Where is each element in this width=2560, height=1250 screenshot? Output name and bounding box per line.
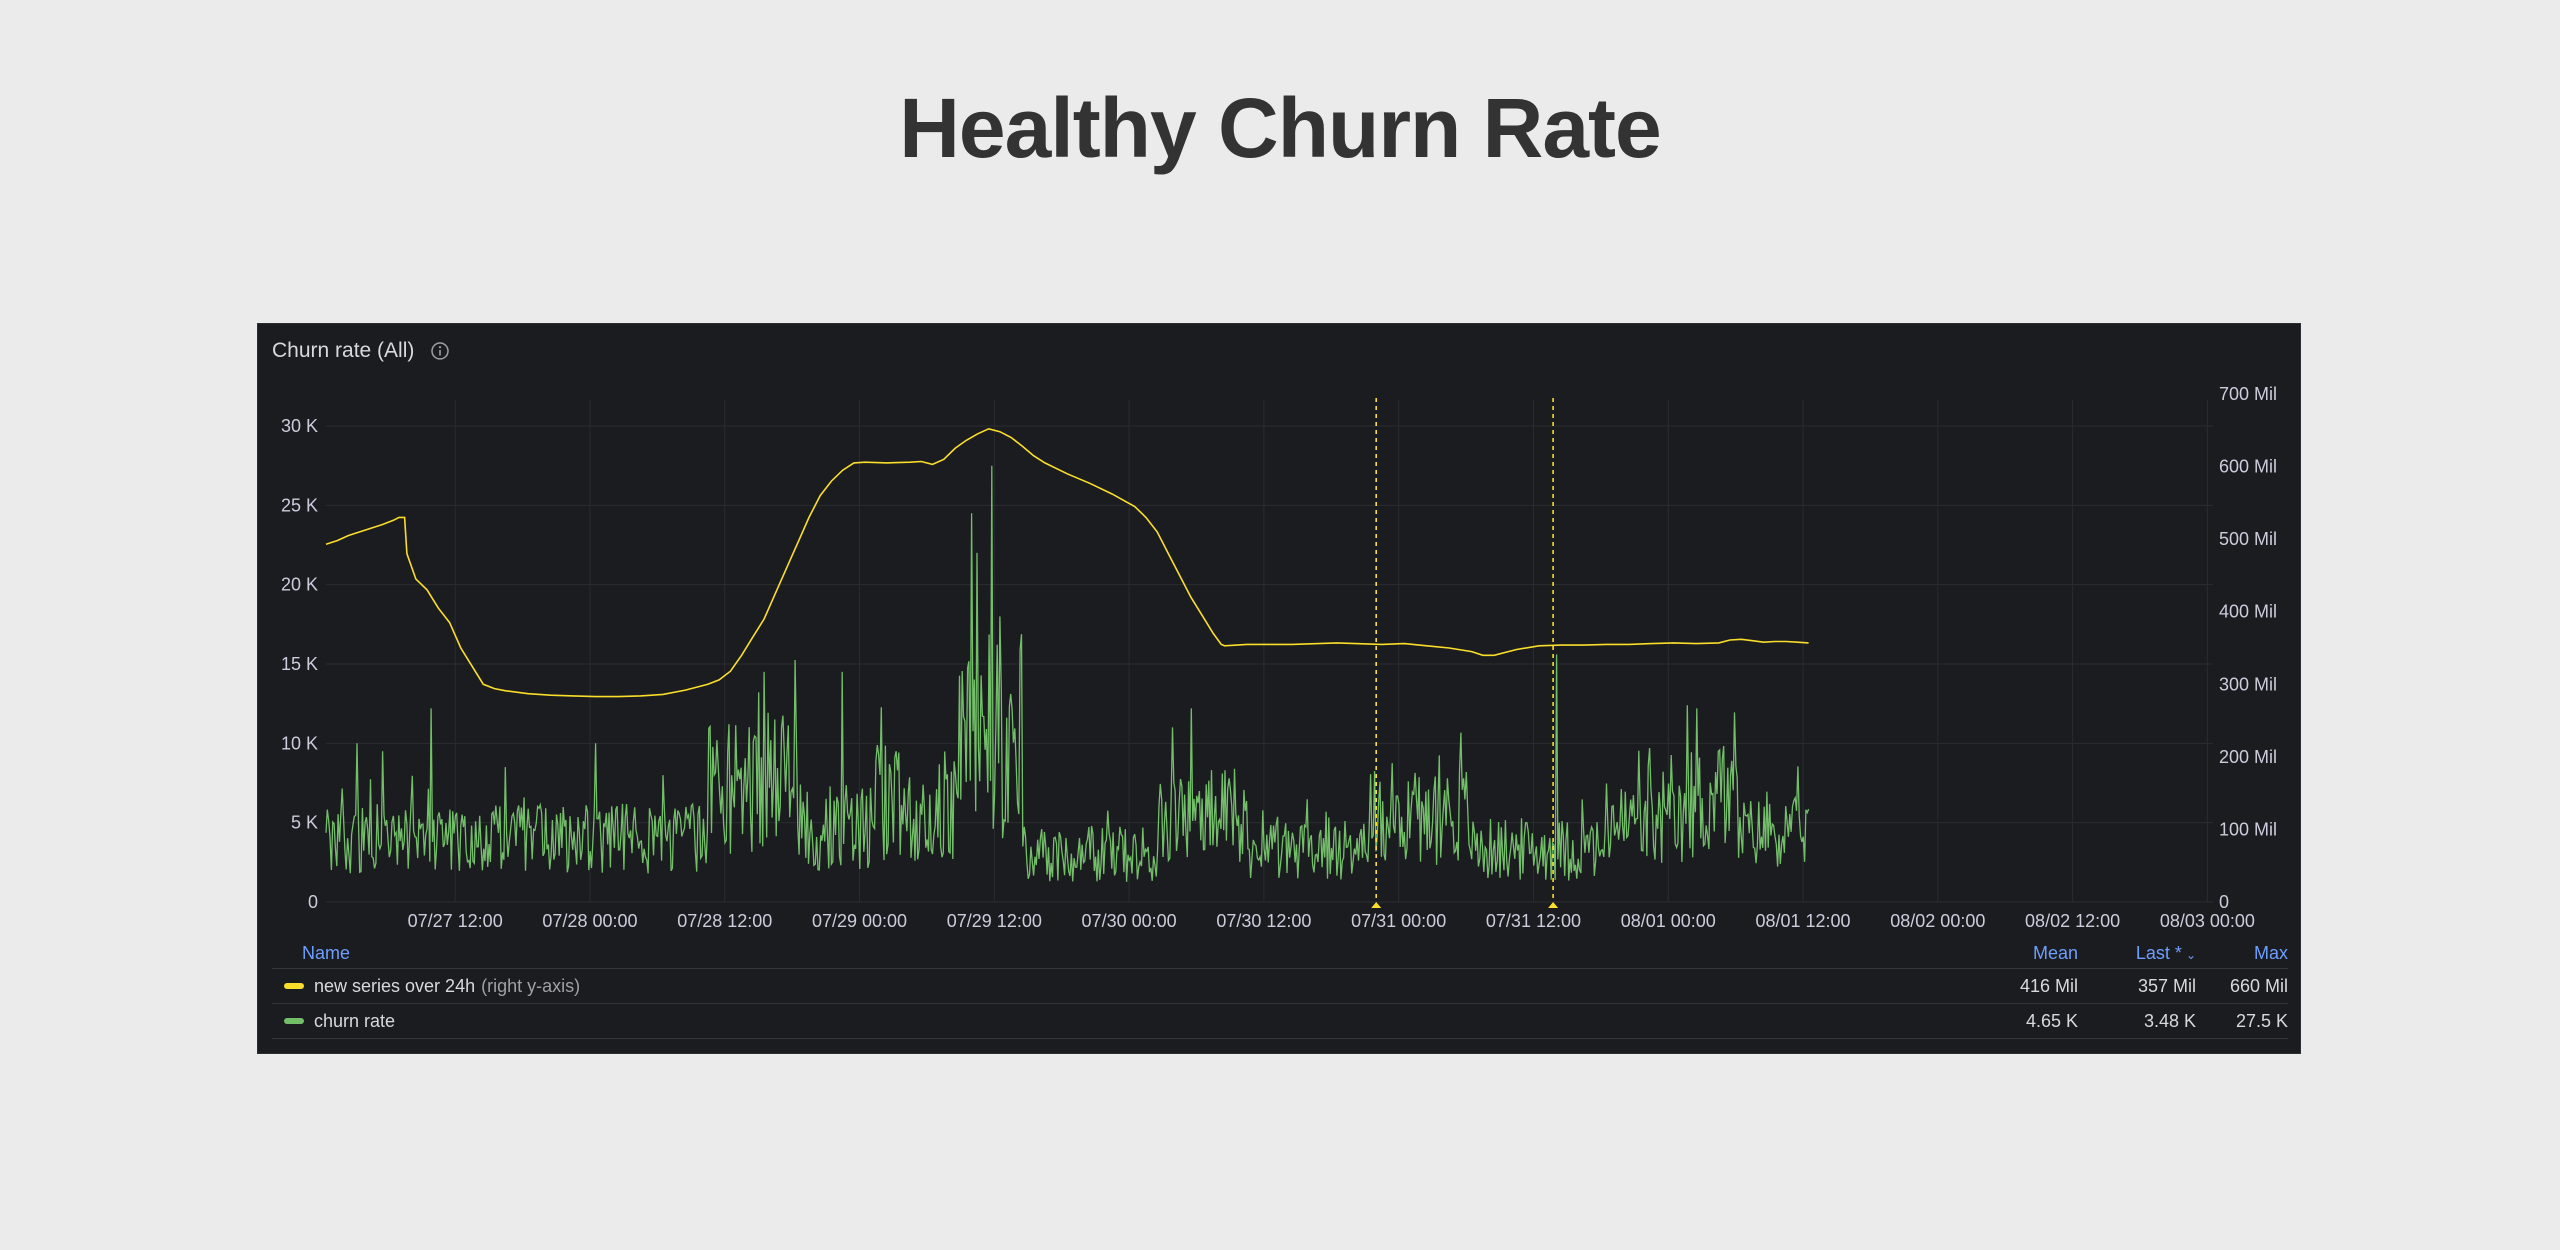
y-left-tick-label: 5 K: [291, 813, 318, 833]
legend-series-name: new series over 24h (right y-axis): [272, 976, 1960, 997]
panel-header: Churn rate (All): [272, 336, 450, 366]
y-right-tick-label: 500 Mil: [2219, 529, 2277, 549]
y-left-tick-label: 20 K: [281, 575, 318, 595]
y-right-tick-label: 100 Mil: [2219, 819, 2277, 839]
panel-title[interactable]: Churn rate (All): [272, 339, 415, 362]
legend-series-name: churn rate: [272, 1011, 1960, 1032]
sort-chevron-down-icon: ⌄: [2185, 947, 2196, 962]
y-right-tick-label: 300 Mil: [2219, 674, 2277, 694]
annotation-triangle-icon: [1548, 902, 1559, 908]
series-color-swatch[interactable]: [284, 1018, 304, 1024]
legend-series-label: new series over 24h: [314, 975, 476, 996]
legend-max-value: 660 Mil: [2229, 975, 2288, 996]
x-tick-label: 08/02 12:00: [2025, 911, 2120, 931]
legend-table: Name Mean Last * ⌄ Max new series over 24…: [272, 938, 2288, 1039]
y-right-tick-label: 0: [2219, 892, 2229, 912]
y-right-tick-label: 600 Mil: [2219, 457, 2277, 477]
legend-row[interactable]: new series over 24h (right y-axis) 416 M…: [272, 968, 2288, 1003]
x-tick-label: 07/27 12:00: [408, 911, 503, 931]
x-tick-label: 08/01 12:00: [1755, 911, 1850, 931]
y-left-tick-label: 0: [308, 892, 318, 912]
series-color-swatch[interactable]: [284, 983, 304, 989]
x-tick-label: 07/29 00:00: [812, 911, 907, 931]
y-right-tick-label: 400 Mil: [2219, 602, 2277, 622]
x-tick-label: 07/28 00:00: [542, 911, 637, 931]
x-tick-label: 08/01 00:00: [1621, 911, 1716, 931]
legend-mean-value: 4.65 K: [2025, 1010, 2078, 1031]
x-tick-label: 07/31 00:00: [1351, 911, 1446, 931]
legend-header-name[interactable]: Name: [302, 942, 351, 963]
legend-max-value: 27.5 K: [2235, 1010, 2288, 1031]
annotation-triangle-icon: [1371, 902, 1382, 908]
x-tick-label: 07/30 00:00: [1082, 911, 1177, 931]
x-tick-label: 07/29 12:00: [947, 911, 1042, 931]
legend-mean-value: 416 Mil: [2019, 975, 2078, 996]
legend-header: Name Mean Last * ⌄ Max: [272, 938, 2288, 968]
chart-panel: Churn rate (All) 0 5 K 10 K 15 K 20 K 25 K 30 …: [257, 323, 2301, 1054]
y-left-tick-label: 15 K: [281, 654, 318, 674]
y-left-tick-label: 25 K: [281, 495, 318, 515]
new-series-line: [325, 427, 1809, 698]
y-left-tick-label: 10 K: [281, 733, 318, 753]
legend-header-mean[interactable]: Mean: [2032, 942, 2078, 963]
x-tick-label: 08/02 00:00: [1890, 911, 1985, 931]
y-right-tick-label: 700 Mil: [2219, 384, 2277, 404]
y-left-tick-label: 30 K: [281, 416, 318, 436]
legend-header-last[interactable]: Last * ⌄: [2078, 943, 2196, 964]
x-tick-label: 08/03 00:00: [2160, 911, 2255, 931]
churn-rate-line: [325, 465, 1810, 882]
legend-header-last-label: Last *: [2135, 942, 2182, 963]
x-tick-label: 07/31 12:00: [1486, 911, 1581, 931]
legend-last-value: 3.48 K: [2143, 1010, 2196, 1031]
y-right-tick-label: 200 Mil: [2219, 747, 2277, 767]
slide-title: Healthy Churn Rate: [899, 81, 1661, 175]
legend-header-max[interactable]: Max: [2253, 942, 2288, 963]
x-tick-label: 07/30 12:00: [1216, 911, 1311, 931]
legend-last-value: 357 Mil: [2137, 975, 2196, 996]
churn-rate-chart[interactable]: 0 5 K 10 K 15 K 20 K 25 K 30 K 0 100 Mil 200 Mil 3…: [258, 324, 2300, 936]
legend-series-label: churn rate: [314, 1010, 396, 1031]
info-circle-icon[interactable]: [430, 341, 450, 361]
legend-row[interactable]: churn rate 4.65 K 3.48 K 27.5 K: [272, 1003, 2288, 1039]
legend-series-suffix: (right y-axis): [481, 975, 581, 996]
x-tick-label: 07/28 12:00: [677, 911, 772, 931]
